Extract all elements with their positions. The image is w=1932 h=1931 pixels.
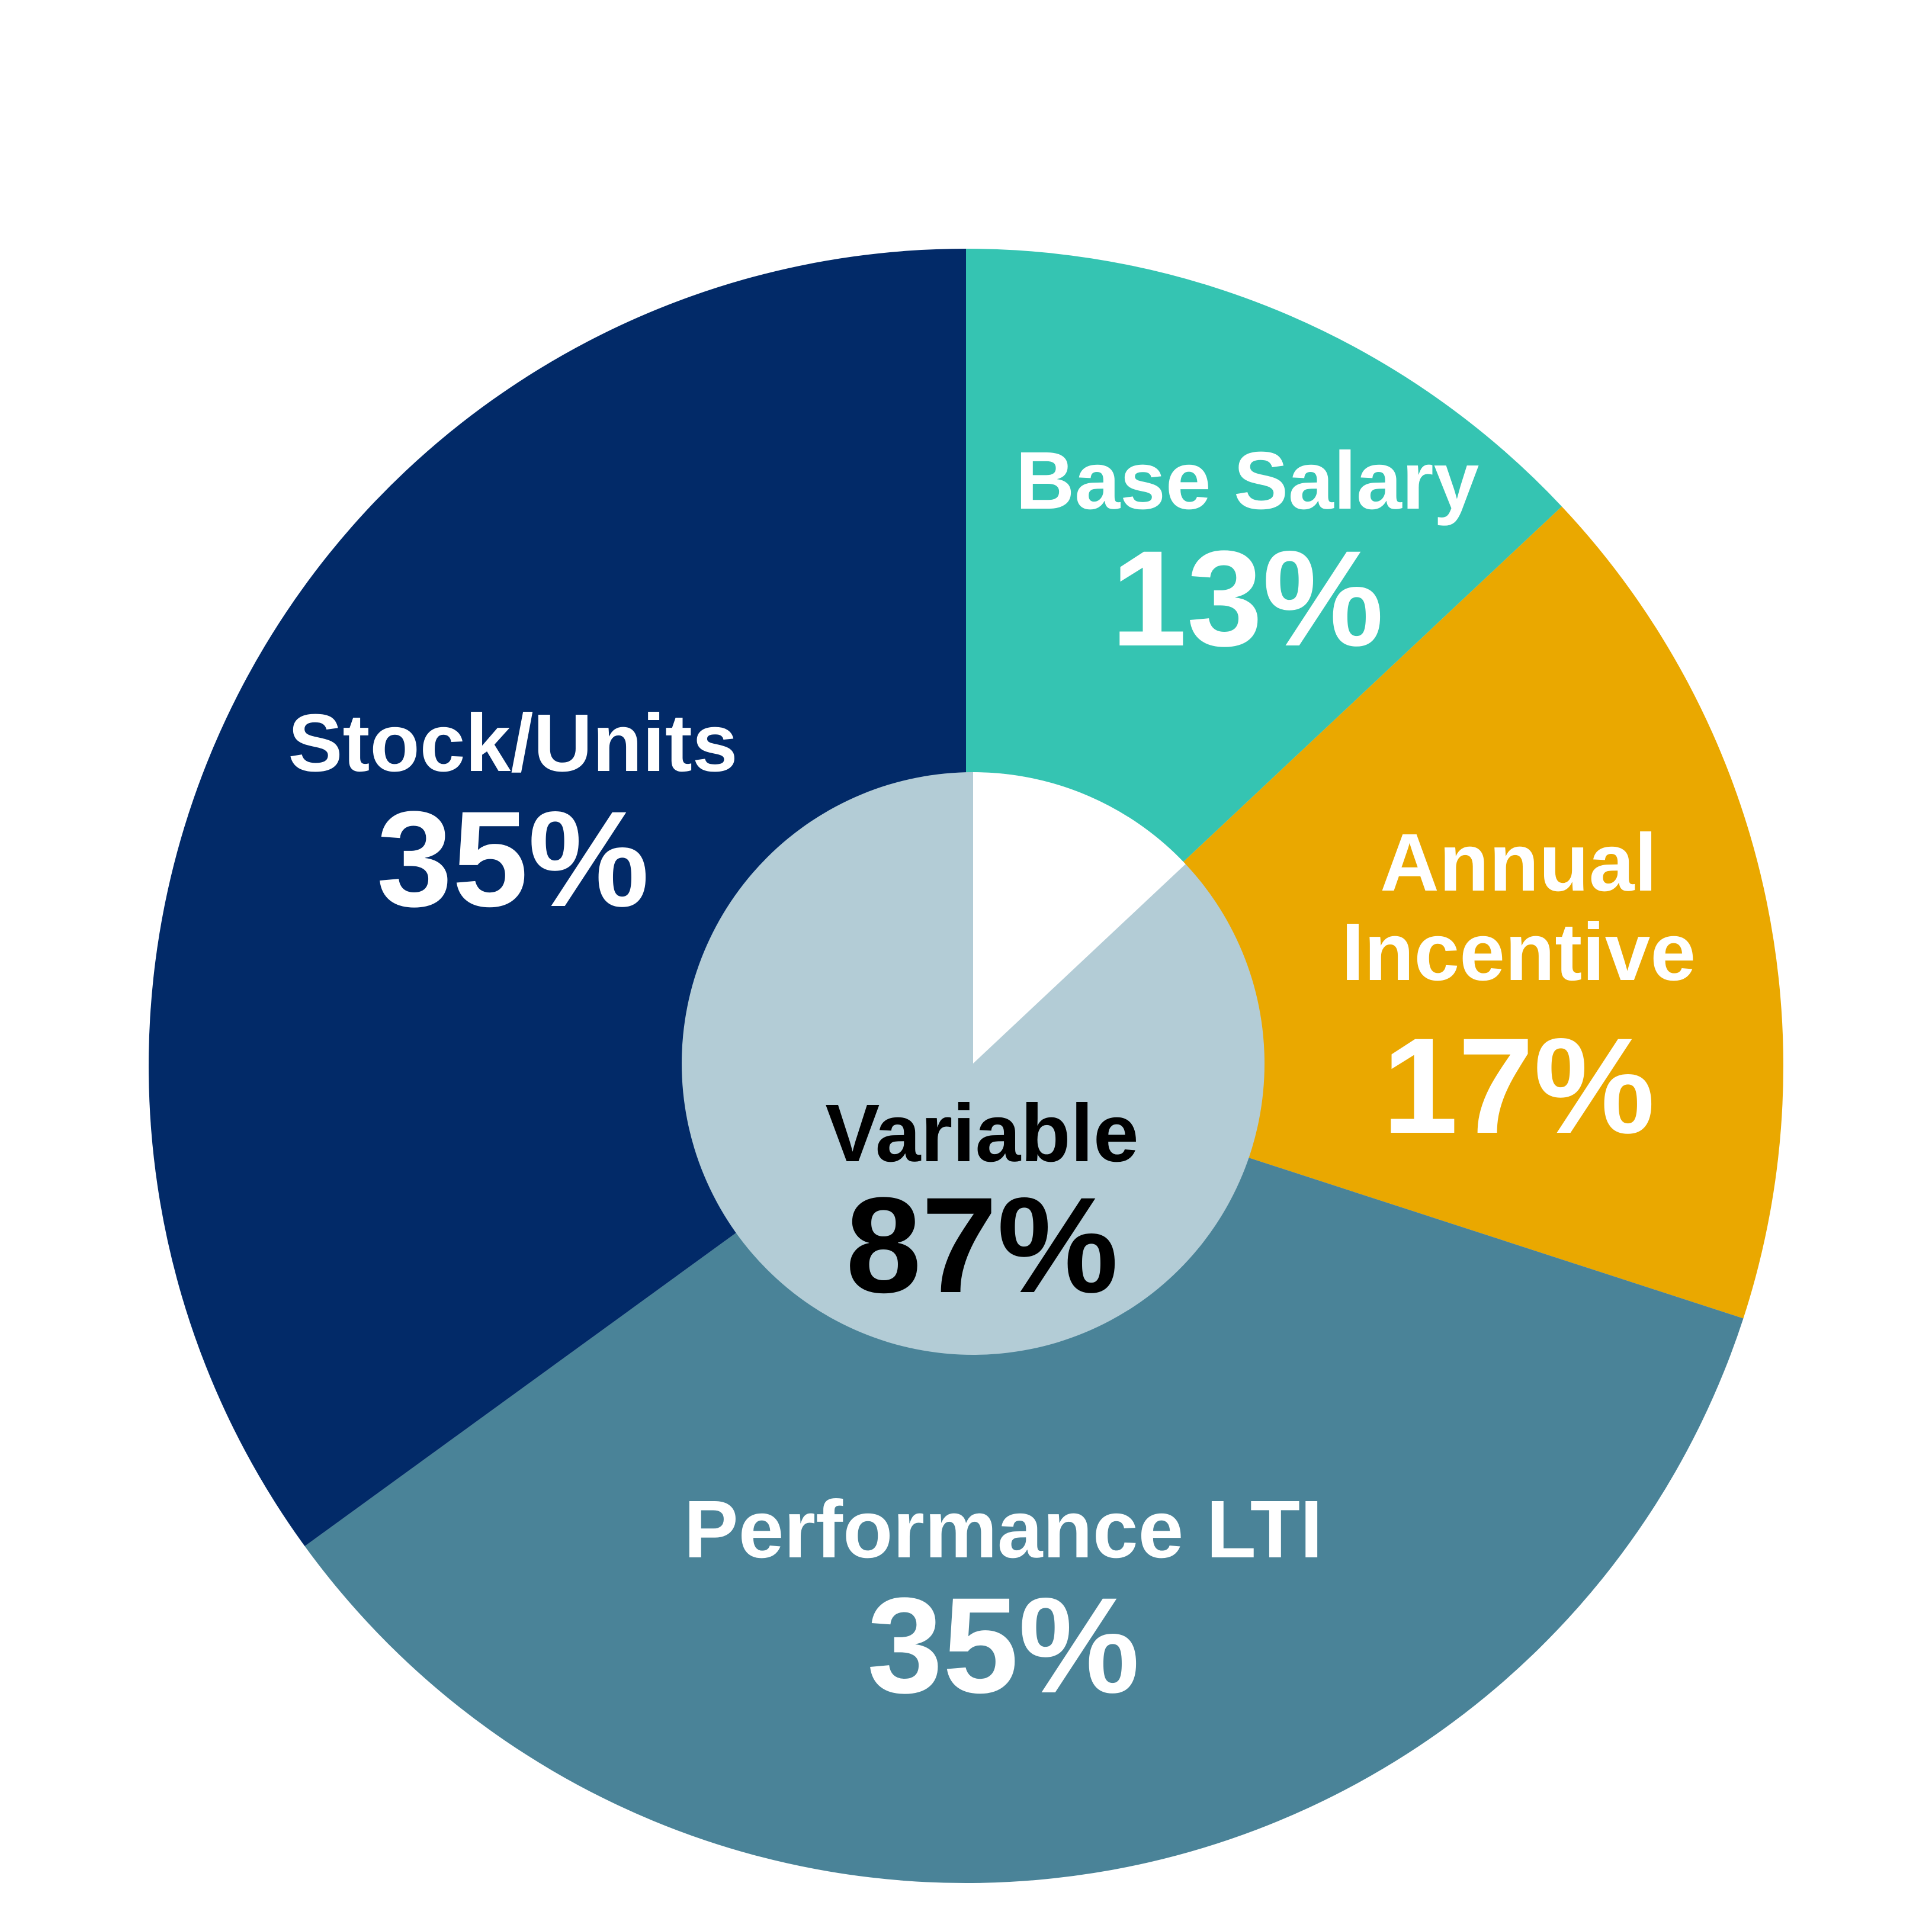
center-label: Variable <box>825 1088 1138 1179</box>
slice-value-2: 17% <box>1382 1010 1655 1162</box>
slice-value-4: 35% <box>377 783 649 935</box>
slice-label-4-line-1: Stock/Units <box>288 698 737 789</box>
pie-slice-4 <box>149 249 967 1547</box>
slice-label-1-line-1: Base Salary <box>1016 435 1480 526</box>
center-value: 87% <box>846 1169 1118 1321</box>
slice-label-2-line-1: Annual <box>1380 817 1657 908</box>
pie-slice-3 <box>304 1066 1744 1883</box>
slice-value-1: 13% <box>1111 522 1384 674</box>
slice-label-3-line-1: Performance LTI <box>684 1484 1323 1575</box>
slice-label-2-line-2: Incentive <box>1342 907 1696 998</box>
slice-value-3: 35% <box>867 1569 1140 1721</box>
inner-circle-group <box>682 772 1265 1355</box>
inner-highlight-wedge <box>973 772 1186 1064</box>
